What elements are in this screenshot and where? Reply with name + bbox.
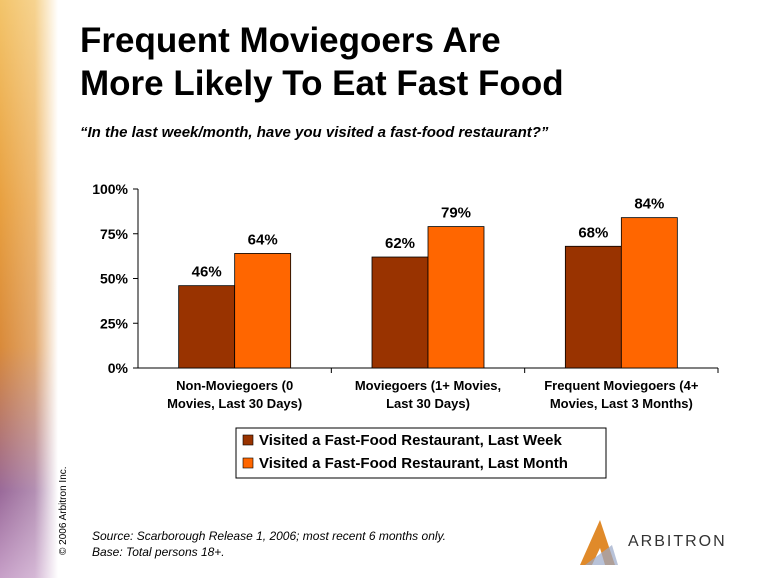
bar	[565, 246, 621, 368]
y-tick-label: 50%	[100, 271, 129, 287]
bar	[428, 227, 484, 368]
decor-fade	[0, 0, 58, 578]
x-tick-label: Moviegoers (1+ Movies,Last 30 Days)	[355, 378, 501, 411]
y-tick-label: 75%	[100, 226, 129, 242]
legend-label: Visited a Fast-Food Restaurant, Last Mon…	[259, 455, 568, 472]
y-tick-label: 100%	[92, 181, 128, 197]
data-label: 84%	[634, 196, 664, 213]
copyright: © 2006 Arbitron Inc.	[58, 466, 69, 555]
y-tick-label: 25%	[100, 315, 129, 331]
x-tick-label: Frequent Moviegoers (4+Movies, Last 3 Mo…	[544, 378, 699, 411]
bar	[621, 218, 677, 368]
logo-text: ARBITRON	[628, 533, 727, 550]
data-label: 68%	[578, 224, 608, 241]
legend-swatch	[243, 458, 253, 468]
y-tick-label: 0%	[108, 360, 129, 376]
data-label: 79%	[441, 205, 471, 222]
bar	[235, 253, 291, 368]
legend-swatch	[243, 435, 253, 445]
data-label: 64%	[248, 231, 278, 248]
note: Base: Total persons 18+.	[92, 545, 225, 559]
source: Source: Scarborough Release 1, 2006; mos…	[92, 529, 446, 543]
subtitle: “In the last week/month, have you visite…	[80, 124, 549, 141]
legend-label: Visited a Fast-Food Restaurant, Last Wee…	[259, 432, 563, 449]
bar	[372, 257, 428, 368]
slide: Frequent Moviegoers AreMore Likely To Ea…	[0, 0, 764, 578]
bar	[179, 286, 235, 368]
data-label: 46%	[192, 264, 222, 281]
data-label: 62%	[385, 235, 415, 252]
